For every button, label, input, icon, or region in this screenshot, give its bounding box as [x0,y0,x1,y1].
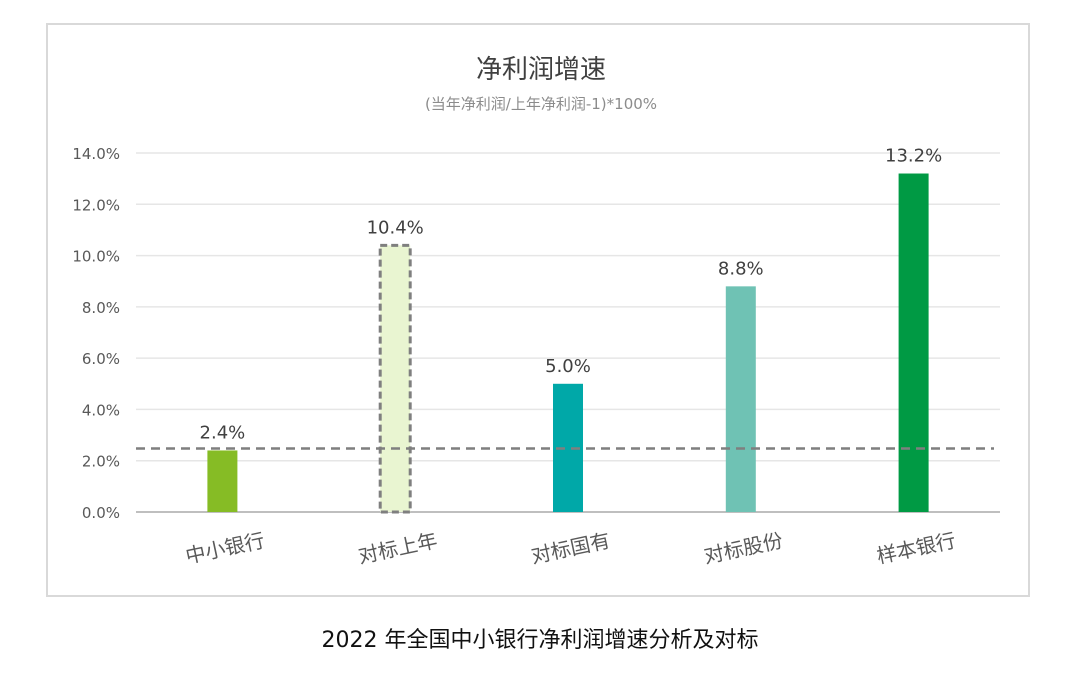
x-tick-label: 对标国有 [529,528,612,568]
data-label: 10.4% [367,217,424,238]
y-tick-label: 12.0% [72,196,120,214]
x-tick-label: 对标上年 [356,528,439,568]
y-tick-label: 2.0% [82,453,120,471]
bar [725,286,756,512]
bar [378,243,412,514]
y-tick-label: 6.0% [82,350,120,368]
figure-caption: 2022 年全国中小银行净利润增速分析及对标 [321,628,759,653]
net-profit-growth-chart: 净利润增速 (当年净利润/上年净利润-1)*100% 0.0% 2.0% 4.0% 6… [72,55,1000,568]
y-tick-label: 8.0% [82,299,120,317]
gridlines [136,152,1000,513]
data-label: 2.4% [200,422,246,443]
x-tick-label: 中小银行 [183,528,266,568]
y-tick-label: 10.0% [72,248,120,266]
data-label: 8.8% [718,258,764,279]
y-tick-label: 14.0% [72,145,120,163]
x-axis-ticks: 中小银行 对标上年 对标国有 对标股份 样本银行 [183,528,957,568]
y-tick-label: 0.0% [82,504,120,522]
y-tick-label: 4.0% [82,401,120,419]
bar [898,173,929,512]
x-tick-label: 样本银行 [875,528,958,568]
y-axis-ticks: 0.0% 2.0% 4.0% 6.0% 8.0% 10.0% 12.0% 14.0% [72,145,120,522]
x-tick-label: 对标股份 [702,528,785,568]
chart-title: 净利润增速 [476,55,606,85]
bars [207,173,929,514]
bar [207,450,238,512]
chart-frame: 净利润增速 (当年净利润/上年净利润-1)*100% 0.0% 2.0% 4.0% 6… [46,23,1030,597]
chart-subtitle: (当年净利润/上年净利润-1)*100% [425,95,657,113]
data-label: 5.0% [545,356,591,377]
data-label: 13.2% [885,146,942,167]
data-labels: 2.4% 10.4% 5.0% 8.8% 13.2% [200,146,943,444]
